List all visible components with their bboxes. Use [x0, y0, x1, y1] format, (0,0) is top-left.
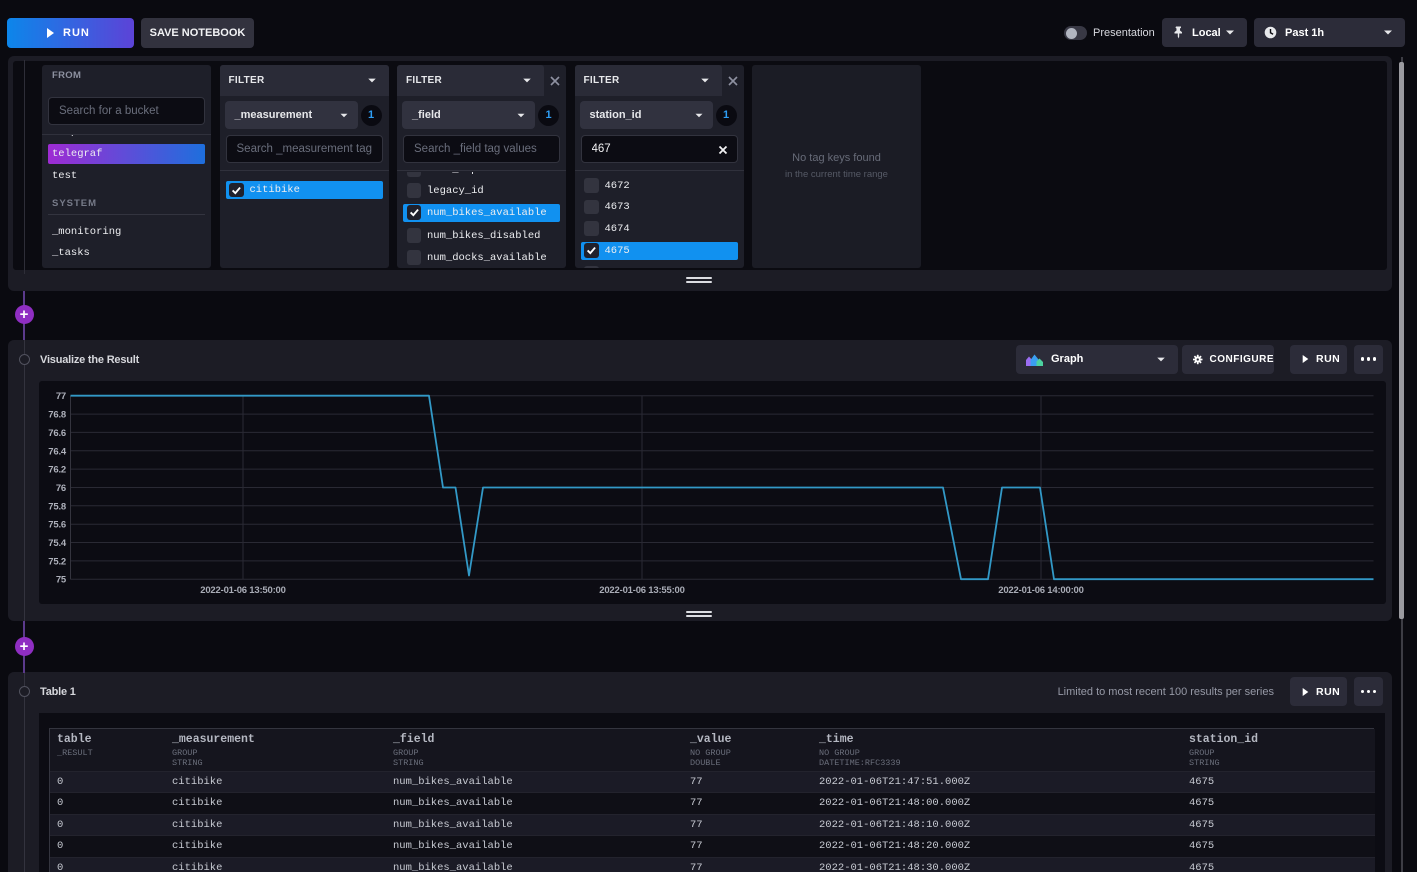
svg-text:77: 77: [56, 391, 66, 402]
svg-text:76.8: 76.8: [48, 409, 66, 420]
svg-text:75.4: 75.4: [48, 538, 67, 549]
svg-text:75.8: 75.8: [48, 501, 66, 512]
svg-text:76: 76: [56, 483, 66, 494]
svg-text:2022-01-06 13:55:00: 2022-01-06 13:55:00: [599, 585, 684, 596]
svg-text:76.6: 76.6: [48, 427, 66, 438]
svg-text:2022-01-06 13:50:00: 2022-01-06 13:50:00: [200, 585, 285, 596]
svg-text:2022-01-06 14:00:00: 2022-01-06 14:00:00: [998, 585, 1083, 596]
svg-text:75.6: 75.6: [48, 519, 66, 530]
svg-text:76.4: 76.4: [48, 446, 67, 457]
svg-text:75.2: 75.2: [48, 556, 66, 567]
svg-text:75: 75: [56, 574, 67, 585]
svg-text:76.2: 76.2: [48, 464, 66, 475]
